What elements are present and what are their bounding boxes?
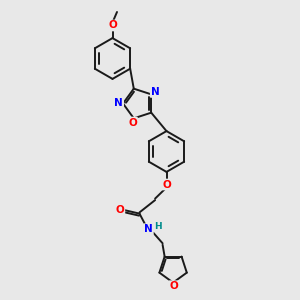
Text: O: O — [128, 118, 137, 128]
Text: N: N — [144, 224, 153, 234]
Text: N: N — [114, 98, 123, 108]
Text: O: O — [108, 20, 117, 31]
Text: N: N — [151, 87, 160, 97]
Text: O: O — [169, 281, 178, 291]
Text: O: O — [162, 179, 171, 190]
Text: O: O — [116, 205, 124, 215]
Text: H: H — [154, 222, 161, 231]
